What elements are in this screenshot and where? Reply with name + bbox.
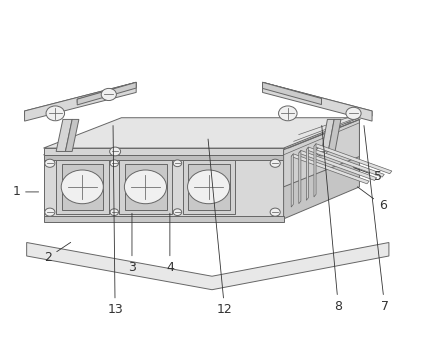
Polygon shape: [119, 160, 172, 214]
Text: 3: 3: [128, 213, 136, 274]
Polygon shape: [314, 144, 392, 174]
Polygon shape: [61, 164, 103, 210]
Text: 2: 2: [44, 242, 71, 264]
Polygon shape: [125, 164, 167, 210]
Polygon shape: [284, 119, 360, 187]
Polygon shape: [284, 119, 360, 155]
Text: 13: 13: [107, 125, 123, 317]
Polygon shape: [262, 82, 321, 102]
Polygon shape: [65, 119, 79, 151]
Circle shape: [173, 209, 181, 216]
Polygon shape: [77, 82, 136, 105]
Circle shape: [346, 107, 361, 119]
Polygon shape: [291, 154, 293, 207]
Polygon shape: [307, 147, 384, 177]
Polygon shape: [25, 82, 136, 116]
Polygon shape: [182, 160, 235, 214]
Circle shape: [124, 170, 167, 204]
Polygon shape: [321, 119, 334, 151]
Polygon shape: [77, 82, 136, 103]
Text: 7: 7: [364, 125, 389, 313]
Polygon shape: [299, 150, 377, 181]
Polygon shape: [56, 160, 109, 214]
Polygon shape: [299, 150, 301, 204]
Circle shape: [45, 208, 55, 216]
Text: 12: 12: [208, 139, 232, 317]
Text: 1: 1: [12, 185, 39, 199]
Text: 4: 4: [166, 213, 174, 274]
Polygon shape: [56, 127, 347, 155]
Circle shape: [279, 106, 297, 121]
Circle shape: [270, 159, 280, 167]
Polygon shape: [44, 118, 360, 148]
Circle shape: [46, 106, 64, 121]
Polygon shape: [44, 123, 360, 155]
Circle shape: [110, 209, 118, 216]
Circle shape: [270, 208, 280, 216]
Polygon shape: [44, 216, 284, 222]
Polygon shape: [44, 155, 284, 160]
Polygon shape: [25, 82, 136, 121]
Polygon shape: [262, 82, 372, 121]
Text: 5: 5: [354, 168, 382, 183]
Polygon shape: [328, 119, 341, 151]
Polygon shape: [262, 82, 372, 116]
Circle shape: [173, 160, 181, 167]
Polygon shape: [314, 144, 316, 197]
Circle shape: [101, 88, 116, 101]
Circle shape: [110, 160, 118, 167]
Polygon shape: [56, 119, 72, 151]
Polygon shape: [307, 147, 308, 200]
Polygon shape: [44, 155, 284, 219]
Polygon shape: [27, 242, 389, 290]
Circle shape: [110, 147, 120, 156]
Circle shape: [61, 170, 103, 204]
Polygon shape: [291, 154, 369, 184]
Polygon shape: [262, 82, 321, 105]
Text: 6: 6: [357, 187, 387, 212]
Polygon shape: [188, 164, 230, 210]
Text: 8: 8: [322, 125, 342, 313]
Circle shape: [187, 170, 230, 204]
Circle shape: [45, 159, 55, 167]
Polygon shape: [284, 123, 360, 219]
Circle shape: [316, 147, 327, 156]
Polygon shape: [44, 148, 284, 155]
